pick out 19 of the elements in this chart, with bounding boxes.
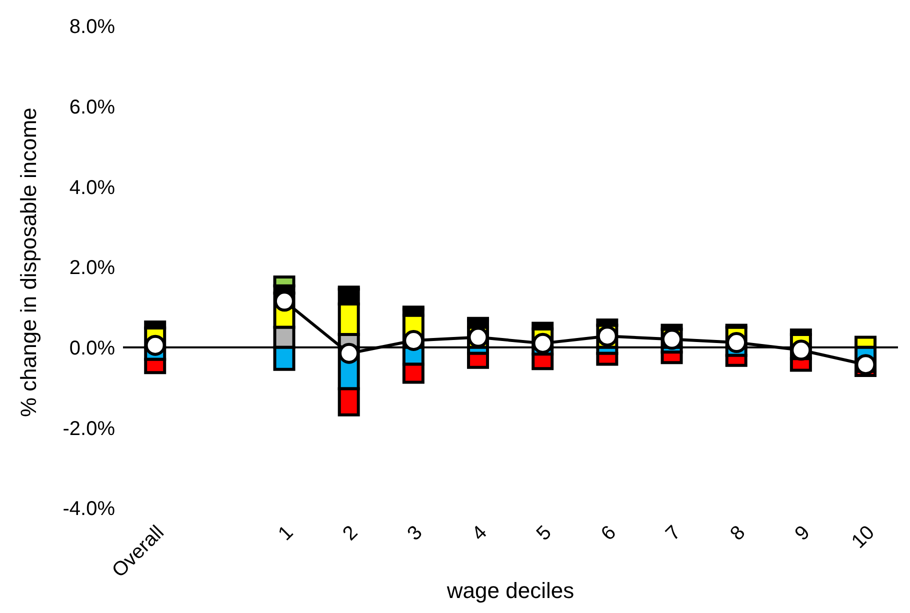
y-tick-label: 6.0% [69, 96, 116, 118]
y-tick-label: -2.0% [62, 418, 116, 440]
x-tick-label: 2 [338, 522, 362, 546]
x-tick-label: 3 [403, 522, 427, 546]
y-axis-title: % change in disposable income [16, 108, 41, 417]
y-tick-label: 8.0% [69, 16, 116, 38]
x-tick-label: 1 [274, 522, 298, 546]
y-tick-label: 4.0% [69, 176, 116, 199]
y-tick-label: 2.0% [69, 257, 116, 280]
x-axis-title: wage deciles [446, 578, 574, 603]
x-tick-label: 5 [532, 522, 556, 546]
x-tick-label: 4 [468, 522, 492, 546]
y-tick-label: 0.0% [69, 337, 116, 360]
x-tick-label: 10 [848, 522, 879, 553]
y-tick-label: -4.0% [62, 498, 116, 520]
x-tick-label: 8 [726, 522, 750, 546]
x-tick-label: 6 [597, 522, 621, 546]
x-tick-label: 7 [662, 522, 686, 546]
x-tick-label: 9 [790, 522, 814, 546]
